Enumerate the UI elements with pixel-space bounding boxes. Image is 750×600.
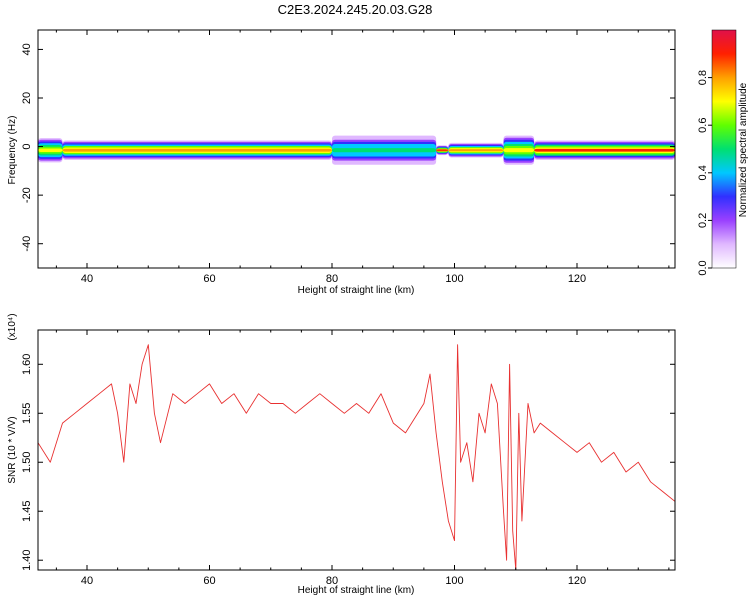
snr-x-tick-label: 40	[81, 575, 93, 587]
ridge-band	[332, 148, 437, 153]
snr-x-tick-label: 120	[568, 575, 586, 587]
snr-series-line	[38, 344, 675, 570]
colorbar-tick-label: 0.6	[697, 118, 709, 133]
snr-x-label: Height of straight line (km)	[298, 585, 415, 596]
ridge-band	[503, 148, 535, 153]
colorbar-tick-label: 0.2	[697, 213, 709, 228]
snr-x-tick-label: 80	[326, 575, 338, 587]
snr-y-tick-label: 1.45	[21, 501, 33, 522]
snr-y-label: SNR (10 * V/V)	[7, 416, 18, 483]
colorbar-tick-label: 0.4	[697, 165, 709, 180]
spectrogram-x-label: Height of straight line (km)	[298, 285, 415, 296]
snr-y-tick-label: 1.60	[21, 354, 33, 375]
colorbar-tick-label: 0.0	[697, 260, 709, 275]
snr-multiplier: (x10⁴)	[7, 313, 18, 340]
ridge-band	[38, 148, 63, 152]
spectrogram-y-tick-label: -40	[21, 236, 33, 252]
ridge-band	[436, 149, 449, 151]
spectrogram-frame	[37, 29, 676, 269]
ridge-band	[448, 149, 504, 152]
snr-frame	[37, 329, 676, 571]
snr-y-tick-label: 1.50	[21, 452, 33, 473]
spectrogram-y-tick-label: 0	[21, 144, 33, 150]
figure-title: C2E3.2024.245.20.03.G28	[278, 2, 433, 17]
spectral-ridge	[38, 135, 675, 165]
spectrogram-y-tick-label: -20	[21, 187, 33, 203]
snr-panel: 40 60 80 100 120 1.40 1.45 1.50 1.55 1.60 Height …	[7, 313, 676, 596]
snr-y-tick-label: 1.40	[21, 549, 33, 570]
spectrogram-ticks: 40 60 80 100 120 -40 -20 0 20 40	[21, 30, 675, 285]
colorbar: 0.0 0.2 0.4 0.6 0.8 Normalized spectral ampl…	[697, 29, 749, 276]
colorbar-gradient	[711, 29, 737, 269]
spectrogram-y-label: Frequency (Hz)	[7, 116, 18, 185]
snr-y-tick-label: 1.55	[21, 403, 33, 424]
ridge-band	[62, 148, 332, 152]
snr-ticks: 40 60 80 100 120 1.40 1.45 1.50 1.55 1.60	[21, 330, 675, 587]
snr-x-tick-label: 60	[203, 575, 215, 587]
snr-x-tick-label: 100	[445, 575, 463, 587]
spectrogram-y-tick-label: 40	[21, 43, 33, 55]
spectrogram-y-tick-label: 20	[21, 92, 33, 104]
colorbar-ticks: 0.0 0.2 0.4 0.6 0.8	[697, 70, 712, 276]
spectrogram-x-tick-label: 80	[326, 273, 338, 285]
colorbar-label: Normalized spectral amplitude	[738, 82, 749, 217]
spectrogram-x-tick-label: 40	[81, 273, 93, 285]
spectrogram-x-tick-label: 100	[445, 273, 463, 285]
spectrogram-panel: 40 60 80 100 120 -40 -20 0 20 40 Height of straig…	[7, 29, 676, 296]
ridge-band	[534, 148, 675, 152]
spectrogram-x-tick-label: 120	[568, 273, 586, 285]
spectrogram-x-tick-label: 60	[203, 273, 215, 285]
snr-plot-area	[38, 330, 675, 570]
colorbar-tick-label: 0.8	[697, 70, 709, 85]
